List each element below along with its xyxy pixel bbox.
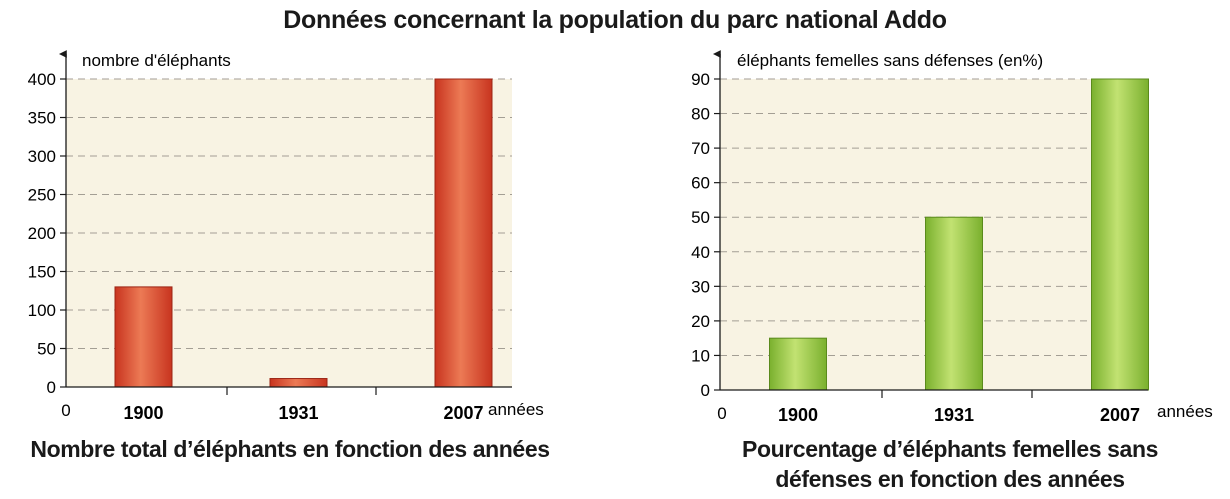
- chart-right-caption: Pourcentage d’éléphants femelles sans dé…: [690, 434, 1210, 494]
- left-y-tick-label: 50: [37, 340, 56, 359]
- left-y-tick-label: 300: [28, 147, 56, 166]
- right-y-tick-label: 0: [701, 381, 710, 400]
- left-bar-1900: [114, 286, 173, 388]
- left-category-label: 2007: [443, 403, 483, 423]
- left-category-label: 1931: [278, 403, 318, 423]
- right-bar-2007: [1091, 78, 1149, 391]
- chart-right-title-line-1: Pourcentage d’éléphants femelles sans: [742, 436, 1158, 462]
- right-y-tick-label: 40: [691, 243, 710, 262]
- left-origin-label: 0: [61, 401, 70, 420]
- left-y-tick-label: 400: [28, 70, 56, 89]
- chart-left-title: Nombre total d’éléphants en fonction des…: [30, 436, 550, 462]
- right-y-tick-label: 60: [691, 174, 710, 193]
- left-y-axis-label: nombre d'éléphants: [82, 51, 231, 70]
- chart-tuskless-females: 0 10 20 30 40 50 60 70 80 90 1900 1931 2007 éléphants…: [691, 50, 1213, 425]
- chart-right-title-line-2: défenses en fonction des années: [775, 466, 1125, 492]
- right-y-axis-label: éléphants femelles sans défenses (en%): [737, 51, 1043, 70]
- right-y-tick-label: 90: [691, 70, 710, 89]
- right-category-label: 1931: [934, 405, 974, 425]
- chart-elephant-count: 0 50 100 150 200 250 300 350 400 1900 1931 2007 nomb…: [28, 50, 544, 423]
- chart-left-caption: Nombre total d’éléphants en fonction des…: [10, 434, 570, 464]
- right-bar-1900: [769, 337, 827, 391]
- right-y-tick-label: 30: [691, 277, 710, 296]
- right-x-axis-label: années: [1157, 402, 1213, 421]
- right-category-label: 1900: [778, 405, 818, 425]
- right-y-tick-label: 80: [691, 105, 710, 124]
- left-y-tick-label: 250: [28, 186, 56, 205]
- right-origin-label: 0: [717, 404, 726, 423]
- left-category-label: 1900: [123, 403, 163, 423]
- right-category-label: 2007: [1100, 405, 1140, 425]
- left-y-tick-label: 200: [28, 224, 56, 243]
- right-bar-1931: [925, 216, 983, 391]
- right-y-tick-label: 10: [691, 346, 710, 365]
- left-y-tick-label: 350: [28, 109, 56, 128]
- main-title: Données concernant la population du parc…: [283, 6, 947, 34]
- right-y-tick-label: 70: [691, 139, 710, 158]
- left-y-tick-label: 0: [47, 378, 56, 397]
- left-y-tick-label: 100: [28, 301, 56, 320]
- left-bar-2007: [434, 78, 493, 388]
- right-y-tick-label: 20: [691, 312, 710, 331]
- left-y-tick-label: 150: [28, 263, 56, 282]
- left-bar-1931: [269, 378, 328, 388]
- left-x-axis-label: années: [488, 400, 544, 419]
- right-y-tick-label: 50: [691, 208, 710, 227]
